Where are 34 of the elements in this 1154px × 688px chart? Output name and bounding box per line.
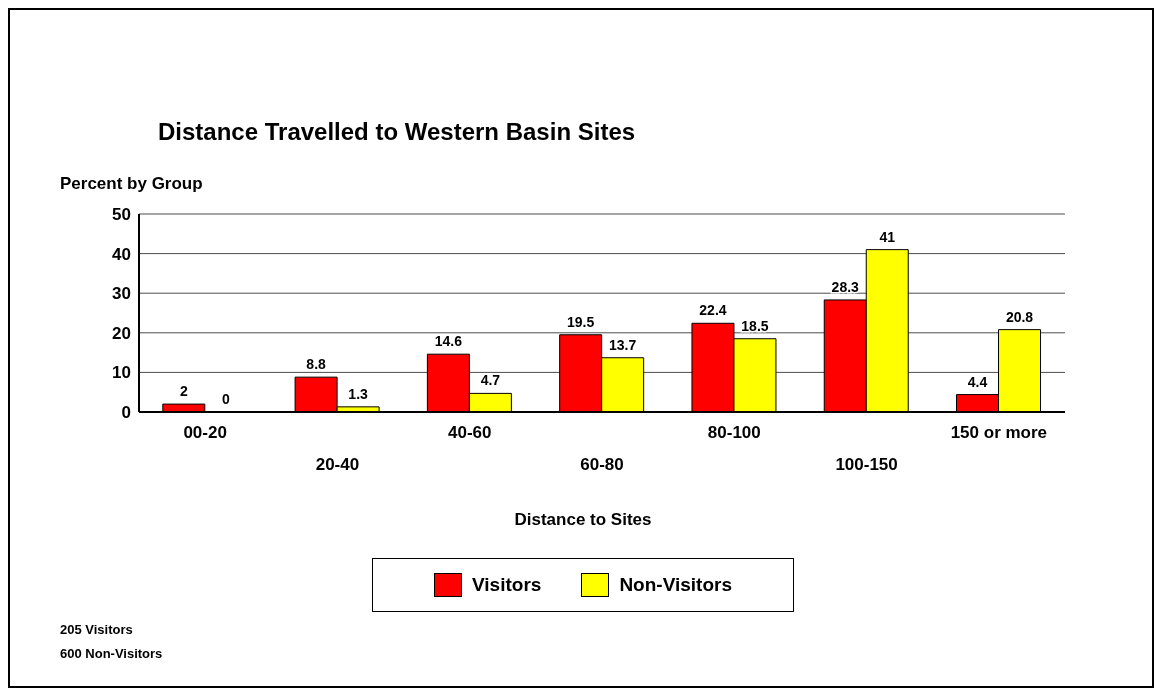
y-tick-label: 10 <box>112 363 131 383</box>
y-tick-label: 20 <box>112 323 131 343</box>
y-tick-label: 40 <box>112 244 131 264</box>
x-tick-label: 60-80 <box>580 455 624 474</box>
x-tick-label: 40-60 <box>447 423 492 442</box>
data-label: 18.5 <box>741 317 769 334</box>
y-axis-title: Percent by Group <box>60 174 203 194</box>
y-tick-label: 30 <box>112 284 131 304</box>
data-label: 14.6 <box>434 333 463 350</box>
chart-title: Distance Travelled to Western Basin Sites <box>158 118 636 146</box>
data-label: 2 <box>179 383 188 400</box>
data-label: 13.7 <box>609 336 637 353</box>
data-label: 41 <box>879 228 896 245</box>
data-label: 1.3 <box>348 385 369 402</box>
data-label: 8.8 <box>306 356 327 373</box>
y-tick-label: 0 <box>121 403 131 423</box>
data-label: 19.5 <box>567 313 595 330</box>
data-label: 4.7 <box>480 372 501 389</box>
legend-label: Visitors <box>472 574 542 596</box>
legend-label: Non-Visitors <box>619 574 732 596</box>
x-tick-label: 150 or more <box>950 423 1048 442</box>
x-axis-title: Distance to Sites <box>513 510 653 530</box>
x-tick-label: 100-150 <box>835 455 898 474</box>
data-label: 20.8 <box>1005 308 1034 325</box>
x-tick-label: 20-40 <box>315 455 360 474</box>
text: 600 Non-Visitors <box>60 645 163 663</box>
x-tick-label: 80-100 <box>707 423 761 442</box>
text: 205 Visitors <box>60 621 134 639</box>
data-label: 0 <box>221 390 230 407</box>
x-tick-label: 00-20 <box>183 423 227 442</box>
data-label: 22.4 <box>699 302 727 319</box>
data-label: 28.3 <box>831 278 860 295</box>
data-label: 4.4 <box>967 373 988 390</box>
y-tick-label: 50 <box>112 205 131 225</box>
